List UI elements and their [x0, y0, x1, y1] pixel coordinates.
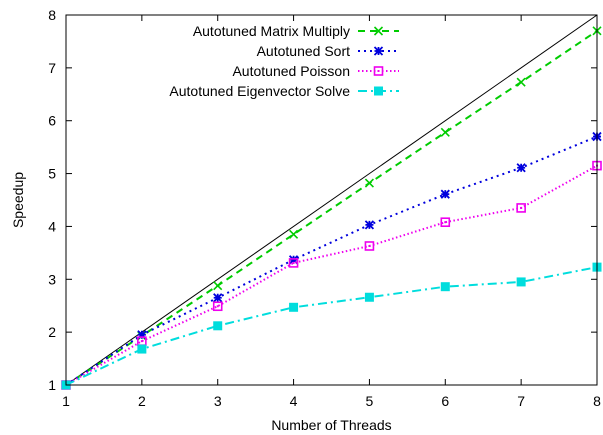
data-point-autotuned-sort — [213, 293, 223, 303]
data-point-autotuned-eigenvector-solve — [364, 292, 374, 302]
x-tick-label: 2 — [138, 393, 146, 409]
y-axis-label: Speedup — [10, 172, 26, 228]
data-point-autotuned-sort — [288, 255, 299, 265]
legend-marker-autotuned-poisson — [373, 66, 384, 76]
y-tick-label: 4 — [48, 218, 56, 234]
series-layer — [61, 26, 602, 390]
data-point-autotuned-poisson — [288, 258, 299, 268]
data-point-autotuned-sort — [516, 163, 526, 173]
x-tick-label: 4 — [290, 393, 298, 409]
x-tick-label: 3 — [214, 393, 222, 409]
data-point-autotuned-poisson — [212, 301, 223, 312]
data-point-autotuned-sort — [137, 330, 147, 340]
legend-label-autotuned-poisson: Autotuned Poisson — [232, 63, 350, 79]
y-tick-label: 5 — [48, 166, 56, 182]
data-point-autotuned-poisson — [516, 203, 526, 213]
y-tick-label: 6 — [48, 113, 56, 129]
y-tick-label: 2 — [48, 324, 56, 340]
data-point-autotuned-eigenvector-solve — [516, 277, 526, 287]
y-tick-label: 7 — [48, 60, 56, 76]
data-point-autotuned-poisson — [364, 241, 375, 251]
data-point-autotuned-matrix-multiply — [516, 77, 526, 87]
legend-marker-autotuned-matrix-multiply — [373, 26, 384, 36]
data-point-autotuned-eigenvector-solve — [137, 344, 147, 354]
y-tick-label: 1 — [48, 377, 56, 393]
x-tick-label: 7 — [517, 393, 525, 409]
data-point-autotuned-eigenvector-solve — [289, 302, 299, 312]
y-tick-label: 3 — [48, 271, 56, 287]
data-point-autotuned-poisson — [440, 217, 451, 227]
x-tick-label: 6 — [441, 393, 449, 409]
data-point-autotuned-eigenvector-solve — [213, 321, 223, 331]
x-tick-label: 1 — [62, 393, 70, 409]
series-line-autotuned-sort — [65, 135, 598, 386]
y-tick-label: 8 — [48, 7, 56, 23]
data-point-autotuned-sort — [440, 189, 450, 199]
x-tick-label: 8 — [593, 393, 601, 409]
data-point-autotuned-matrix-multiply — [213, 281, 223, 291]
series-line-autotuned-poisson — [65, 164, 598, 386]
legend: Autotuned Matrix Multiply Autotuned Sort A… — [169, 23, 399, 99]
legend-marker-autotuned-sort — [373, 46, 384, 56]
x-tick-label: 5 — [366, 393, 374, 409]
legend-label-autotuned-matrix-multiply: Autotuned Matrix Multiply — [193, 23, 350, 39]
y-axis-ticks: 1 2 3 4 5 6 7 8 — [48, 7, 597, 393]
data-point-autotuned-sort — [364, 220, 375, 230]
x-axis-label: Number of Threads — [271, 417, 391, 433]
data-point-autotuned-matrix-multiply — [440, 127, 450, 137]
series-line-autotuned-matrix-multiply — [65, 30, 598, 386]
legend-label-autotuned-eigenvector-solve: Autotuned Eigenvector Solve — [169, 83, 350, 99]
legend-marker-autotuned-eigenvector-solve — [374, 86, 383, 96]
data-point-autotuned-matrix-multiply — [289, 229, 299, 239]
ideal-speedup-line — [65, 14, 598, 386]
x-axis-ticks: 1 2 3 4 5 6 7 8 — [62, 15, 601, 409]
legend-label-autotuned-sort: Autotuned Sort — [257, 43, 351, 59]
plot-frame — [65, 14, 598, 386]
series-line-autotuned-eigenvector-solve — [65, 266, 598, 386]
data-point-autotuned-matrix-multiply — [364, 178, 374, 188]
data-point-autotuned-eigenvector-solve — [440, 282, 450, 292]
